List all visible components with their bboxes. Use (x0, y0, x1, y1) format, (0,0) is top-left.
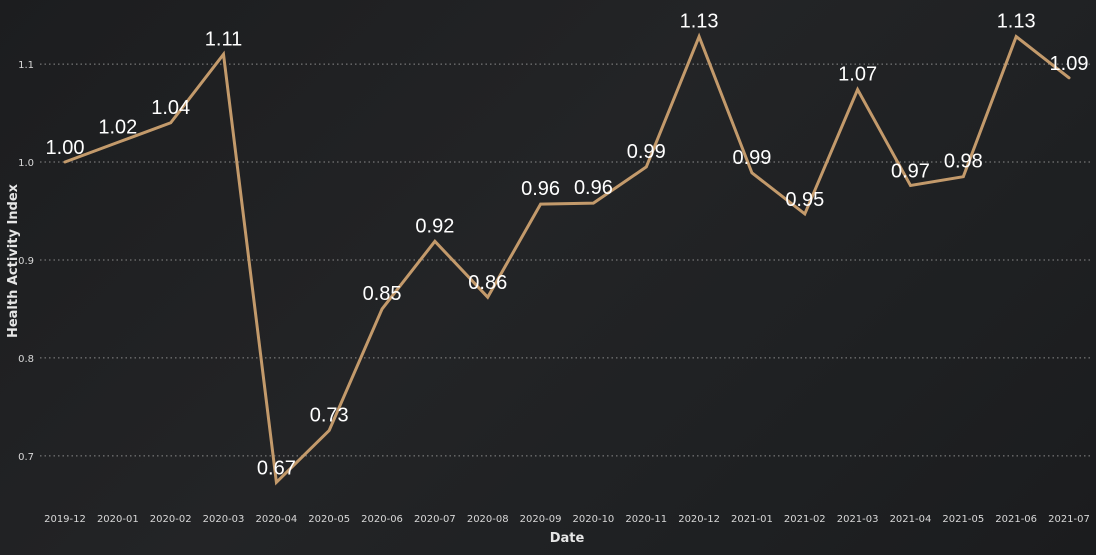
x-tick-label: 2019-12 (44, 514, 86, 525)
x-tick-label: 2020-06 (361, 514, 403, 525)
y-tick-label: 1.0 (18, 158, 34, 169)
data-labels: 1.00 1.02 1.04 1.11 0.67 0.73 0.85 0.92 0.86 0.96… (46, 11, 1089, 480)
y-axis: 0.7 0.8 0.9 1.0 1.1 (18, 60, 34, 463)
x-tick-label: 2020-08 (467, 514, 509, 525)
x-tick-label: 2020-07 (414, 514, 456, 525)
x-tick-label: 2020-05 (308, 514, 350, 525)
series-line (63, 32, 1071, 486)
x-tick-label: 2020-03 (203, 514, 245, 525)
x-axis-title: Date (550, 531, 585, 546)
y-tick-label: 1.1 (18, 60, 34, 71)
x-tick-label: 2021-04 (890, 514, 932, 525)
data-label: 0.96 (521, 178, 560, 200)
x-tick-label: 2020-02 (150, 514, 192, 525)
data-label: 0.85 (363, 283, 402, 305)
x-tick-label: 2020-11 (625, 514, 667, 525)
data-label: 0.99 (627, 141, 666, 163)
x-tick-label: 2021-02 (784, 514, 826, 525)
y-tick-label: 0.8 (18, 354, 34, 365)
data-label: 1.00 (46, 137, 85, 159)
data-label: 0.73 (310, 404, 349, 426)
data-label: 1.09 (1050, 53, 1089, 75)
data-label: 0.98 (944, 151, 983, 173)
data-label: 1.04 (151, 97, 190, 119)
x-tick-label: 2021-05 (942, 514, 984, 525)
data-label: 1.13 (997, 11, 1036, 33)
data-label: 1.02 (98, 116, 137, 138)
x-tick-label: 2020-09 (520, 514, 562, 525)
y-tick-label: 0.7 (18, 452, 34, 463)
gridlines (40, 63, 1090, 457)
x-tick-label: 2021-03 (837, 514, 879, 525)
data-label: 0.97 (891, 161, 930, 183)
x-tick-label: 2020-10 (573, 514, 615, 525)
data-label: 0.86 (468, 272, 507, 294)
data-label: 0.99 (732, 147, 771, 169)
x-tick-label: 2021-06 (995, 514, 1037, 525)
x-tick-label: 2021-07 (1048, 514, 1090, 525)
x-axis: 2019-12 2020-01 2020-02 2020-03 2020-04 2020-… (44, 514, 1090, 525)
data-label: 0.95 (785, 189, 824, 211)
data-label: 1.13 (680, 11, 719, 33)
y-axis-title: Health Activity Index (6, 183, 21, 338)
x-tick-label: 2020-04 (255, 514, 297, 525)
x-tick-label: 2021-01 (731, 514, 773, 525)
x-tick-label: 2020-12 (678, 514, 720, 525)
data-label: 0.96 (574, 177, 613, 199)
series-layer (63, 32, 1071, 486)
data-label: 0.92 (415, 215, 454, 237)
data-label: 0.67 (257, 457, 296, 479)
x-tick-label: 2020-01 (97, 514, 139, 525)
data-label: 1.11 (205, 28, 242, 50)
y-tick-label: 0.9 (18, 256, 34, 267)
data-label: 1.07 (838, 64, 877, 86)
